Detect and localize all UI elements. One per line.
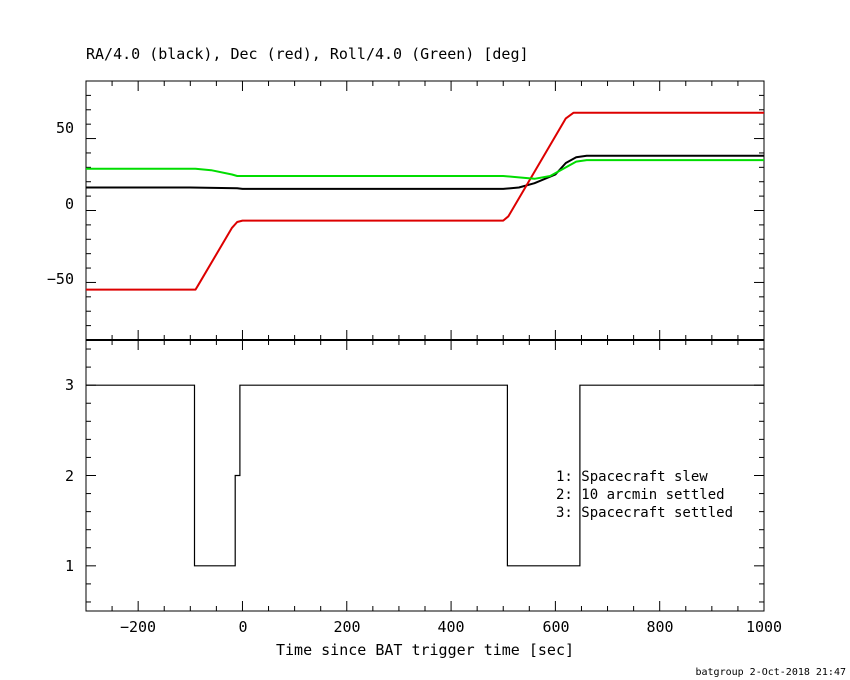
top-panel-frame (85, 80, 765, 341)
y-tick-label-bottom-3: 3 (65, 376, 74, 394)
annotation-slew: 1: Spacecraft slew (556, 469, 708, 485)
footer-stamp: batgroup 2-Oct-2018 21:47 (695, 667, 846, 678)
y-tick-label-top-minus50: −50 (47, 270, 74, 288)
chart-title: RA/4.0 (black), Dec (red), Roll/4.0 (Gre… (86, 45, 529, 63)
x-tick-label-200: 200 (333, 618, 360, 636)
x-tick-label-1000: 1000 (746, 618, 782, 636)
settle-status-step-line (86, 384, 764, 567)
series-line-roll-4-0 (86, 159, 764, 180)
annotation-settled: 3: Spacecraft settled (556, 505, 733, 521)
x-tick-label-0: 0 (238, 618, 247, 636)
x-tick-label-minus200: −200 (120, 618, 156, 636)
series-line-dec (86, 111, 764, 291)
bottom-panel-ticks (85, 340, 765, 611)
bottom-panel-series (86, 384, 764, 567)
y-tick-label-bottom-2: 2 (65, 467, 74, 485)
top-panel-series (86, 111, 764, 291)
x-tick-label-800: 800 (646, 618, 673, 636)
annotation-10-arcmin: 2: 10 arcmin settled (556, 487, 725, 503)
y-tick-label-bottom-1: 1 (65, 557, 74, 575)
y-tick-label-top-0: 0 (65, 195, 74, 213)
y-tick-label-top-50: 50 (56, 119, 74, 137)
x-tick-label-400: 400 (437, 618, 464, 636)
top-panel-ticks (85, 80, 765, 341)
x-axis-label: Time since BAT trigger time [sec] (276, 641, 574, 659)
x-tick-label-600: 600 (542, 618, 569, 636)
